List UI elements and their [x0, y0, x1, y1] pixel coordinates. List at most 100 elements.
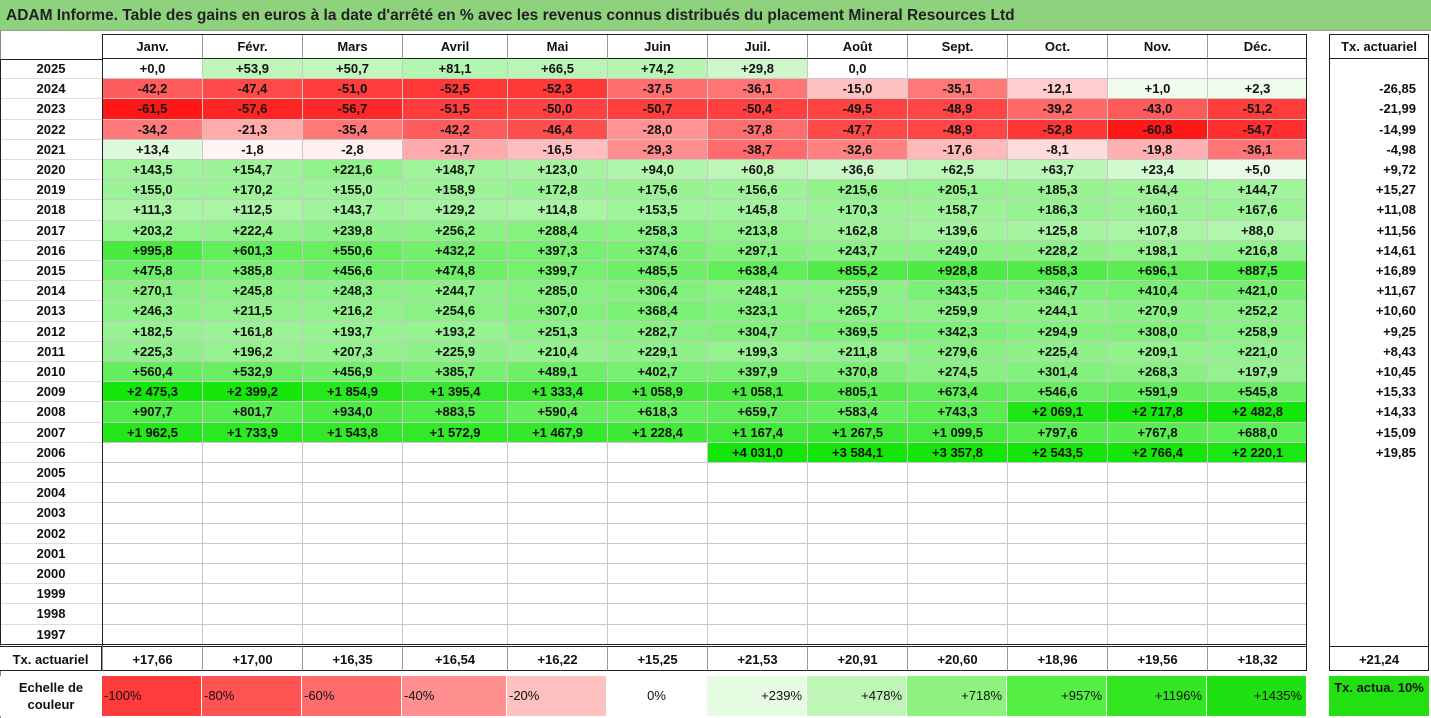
gain-cell: -51,0 [302, 79, 402, 100]
rate-cell: -21,99 [1329, 99, 1429, 120]
gain-cell: -15,0 [807, 79, 907, 100]
gain-cell [507, 463, 607, 484]
gain-cell: +216,2 [302, 301, 402, 322]
year-label: 2025 [0, 59, 102, 80]
legend-swatch: +478% [807, 676, 907, 716]
gain-cell: +858,3 [1007, 261, 1107, 282]
gain-cell: +66,5 [507, 59, 607, 80]
year-label: 2005 [0, 463, 102, 484]
gain-cell: +397,9 [707, 362, 807, 383]
rate-cell [1329, 463, 1429, 484]
year-label: 2015 [0, 261, 102, 282]
year-label: 2008 [0, 402, 102, 423]
month-header: Mars [302, 34, 402, 59]
total-row-cell: +16,54 [402, 646, 507, 671]
year-label: 2017 [0, 220, 102, 241]
gain-cell: +148,7 [402, 160, 507, 181]
gain-cell: -12,1 [1007, 79, 1107, 100]
gain-cell: +74,2 [607, 59, 707, 80]
year-label: 2020 [0, 160, 102, 181]
gain-cell [807, 584, 907, 605]
rate-cell [1329, 503, 1429, 524]
gain-cell [302, 483, 402, 504]
gain-cell: +696,1 [1107, 261, 1207, 282]
gain-cell [1207, 483, 1307, 504]
gain-cell: -50,0 [507, 99, 607, 120]
gain-cell: +1 099,5 [907, 422, 1007, 443]
gain-cell [507, 483, 607, 504]
gain-cell: -37,8 [707, 119, 807, 140]
gain-cell: +3 357,8 [907, 442, 1007, 463]
gain-cell: +1 395,4 [402, 382, 507, 403]
gain-cell: +618,3 [607, 402, 707, 423]
rate-cell [1329, 59, 1429, 80]
gain-cell: +583,4 [807, 402, 907, 423]
gain-cell [402, 584, 507, 605]
gain-cell: +197,9 [1207, 362, 1307, 383]
gain-cell: -42,2 [402, 119, 507, 140]
gain-cell: +249,0 [907, 240, 1007, 261]
gain-cell: -21,3 [202, 119, 302, 140]
gain-cell [1107, 564, 1207, 585]
gain-cell [402, 463, 507, 484]
gain-cell [1107, 483, 1207, 504]
gain-cell: +156,6 [707, 180, 807, 201]
gain-cell: +801,7 [202, 402, 302, 423]
year-label: 2010 [0, 362, 102, 383]
year-label: 1998 [0, 604, 102, 625]
gain-cell [607, 503, 707, 524]
gain-cell: +883,5 [402, 402, 507, 423]
gain-cell [402, 523, 507, 544]
gain-cell: -46,4 [507, 119, 607, 140]
gain-cell [202, 604, 302, 625]
gain-cell [1207, 604, 1307, 625]
gain-cell: +243,7 [807, 240, 907, 261]
gain-cell: +288,4 [507, 220, 607, 241]
gain-cell: -50,4 [707, 99, 807, 120]
gain-cell: +162,8 [807, 220, 907, 241]
gain-cell: +268,3 [1107, 362, 1207, 383]
gain-cell: +213,8 [707, 220, 807, 241]
rate-header: Tx. actuariel [1329, 34, 1429, 59]
gain-cell: 0,0 [807, 59, 907, 80]
gain-cell: +114,8 [507, 200, 607, 221]
gain-cell [607, 442, 707, 463]
gain-cell: -43,0 [1107, 99, 1207, 120]
gain-cell: -17,6 [907, 139, 1007, 160]
gain-cell: +591,9 [1107, 382, 1207, 403]
gain-cell: +1 543,8 [302, 422, 402, 443]
gain-cell [1007, 584, 1107, 605]
gain-cell [302, 564, 402, 585]
gain-cell: +397,3 [507, 240, 607, 261]
gain-cell [507, 624, 607, 645]
rate-cell: +9,72 [1329, 160, 1429, 181]
rate-cell: +16,89 [1329, 261, 1429, 282]
gain-cell [707, 503, 807, 524]
gain-cell: -34,2 [102, 119, 202, 140]
gain-cell: +285,0 [507, 281, 607, 302]
gain-cell: +2 543,5 [1007, 442, 1107, 463]
gain-cell [1107, 584, 1207, 605]
gain-cell: +228,2 [1007, 240, 1107, 261]
gain-cell: +222,4 [202, 220, 302, 241]
gain-cell: -39,2 [1007, 99, 1107, 120]
gain-cell: +221,0 [1207, 341, 1307, 362]
total-rate-cell: +21,24 [1329, 646, 1429, 671]
gain-cell: +182,5 [102, 321, 202, 342]
gain-cell: +167,6 [1207, 200, 1307, 221]
gain-cell: +1 733,9 [202, 422, 302, 443]
gain-cell: -29,3 [607, 139, 707, 160]
year-label: 2001 [0, 543, 102, 564]
gain-cell: +160,1 [1107, 200, 1207, 221]
rate-cell: +10,45 [1329, 362, 1429, 383]
gain-cell: +29,8 [707, 59, 807, 80]
year-label: 2019 [0, 180, 102, 201]
gain-cell: -48,9 [907, 119, 1007, 140]
gain-cell: +258,9 [1207, 321, 1307, 342]
gain-cell [102, 463, 202, 484]
gain-cell: +2 475,3 [102, 382, 202, 403]
month-header: Déc. [1207, 34, 1307, 59]
rate-cell [1329, 523, 1429, 544]
gain-cell [707, 584, 807, 605]
gain-cell [907, 624, 1007, 645]
